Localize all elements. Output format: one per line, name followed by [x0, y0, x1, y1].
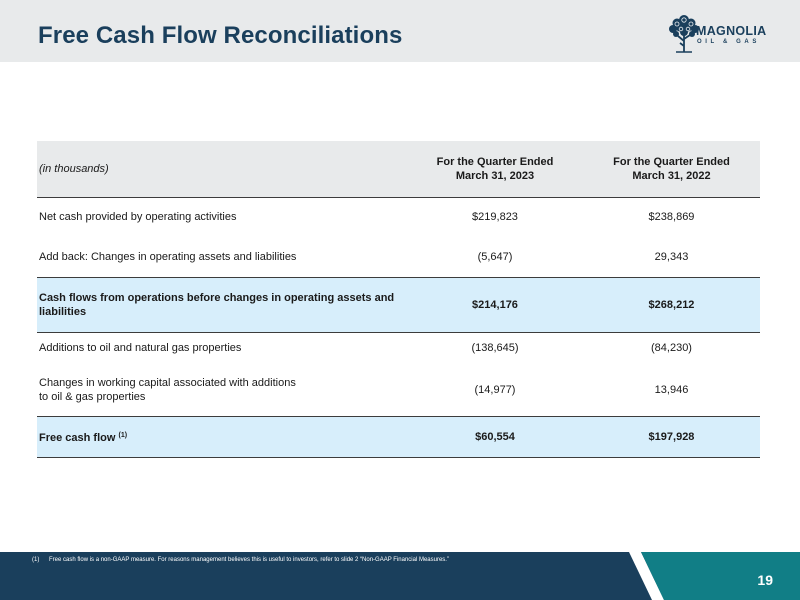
footnote-text: Free cash flow is a non-GAAP measure. Fo…	[49, 557, 449, 563]
column-header-q1-2023: For the Quarter Ended March 31, 2023	[407, 141, 583, 198]
logo-wordmark: MAGNOLIA	[696, 24, 767, 38]
page-title: Free Cash Flow Reconciliations	[38, 22, 403, 49]
footnote-ref: (1)	[118, 431, 128, 439]
footer-accent	[655, 552, 800, 600]
row-value-q1-2022: $268,212	[583, 277, 760, 333]
row-value-q1-2023: (138,645)	[471, 342, 519, 355]
table-row: Add back: Changes in operating assets an…	[37, 237, 760, 278]
footnote: (1) Free cash flow is a non-GAAP measure…	[32, 557, 449, 563]
row-label: Add back: Changes in operating assets an…	[37, 237, 407, 278]
column-header-line2: March 31, 2022	[632, 169, 711, 182]
row-label: Changes in working capital associated wi…	[37, 364, 407, 417]
row-label: Additions to oil and natural gas propert…	[39, 342, 242, 355]
units-label: (in thousands)	[37, 141, 407, 198]
row-label-line1: Cash flows from operations before change…	[39, 291, 395, 304]
logo-subtext: OIL & GAS	[697, 39, 760, 45]
column-header-line1: For the Quarter Ended	[436, 155, 554, 168]
footer-bar: (1) Free cash flow is a non-GAAP measure…	[0, 552, 800, 600]
row-label-line1: Changes in working capital associated wi…	[39, 376, 296, 389]
header-bar: Free Cash Flow Reconciliations	[0, 0, 800, 62]
row-value-q1-2023: $60,554	[407, 416, 583, 458]
footer-divider	[629, 552, 669, 600]
column-header-line2: March 31, 2023	[455, 169, 535, 182]
row-value-q1-2023: (5,647)	[407, 237, 583, 278]
row-value-q1-2023: $214,176	[407, 277, 583, 333]
total-row: Free cash flow (1) $60,554 $197,928	[37, 416, 760, 458]
column-header-line1: For the Quarter Ended	[613, 155, 730, 168]
company-logo: MAGNOLIA OIL & GAS	[668, 12, 778, 54]
row-label: Free cash flow (1)	[37, 416, 407, 458]
row-value-q1-2022: 29,343	[583, 237, 760, 278]
row-value-q1-2022: $238,869	[648, 211, 695, 224]
table-row: Changes in working capital associated wi…	[37, 364, 760, 417]
row-value-q1-2022: $197,928	[583, 416, 760, 458]
row-value-q1-2022: (84,230)	[651, 342, 692, 355]
row-value-q1-2023: (14,977)	[407, 364, 583, 417]
row-value-q1-2023: $219,823	[472, 211, 518, 224]
row-label-line2: liabilities	[39, 305, 87, 318]
table-row: Net cash provided by operating activitie…	[37, 197, 760, 237]
free-cash-flow-table: (in thousands) For the Quarter Ended Mar…	[37, 141, 760, 458]
page-number: 19	[757, 572, 773, 588]
footnote-marker: (1)	[32, 557, 40, 563]
row-value-q1-2022: 13,946	[583, 364, 760, 417]
row-label: Cash flows from operations before change…	[37, 277, 407, 333]
row-label: Net cash provided by operating activitie…	[39, 211, 237, 224]
row-label-line2: to oil & gas properties	[39, 390, 146, 403]
table-header-row: (in thousands) For the Quarter Ended Mar…	[37, 141, 760, 198]
row-label-text: Free cash flow	[39, 431, 116, 444]
magnolia-tree-icon	[669, 15, 699, 53]
table-row: Additions to oil and natural gas propert…	[37, 332, 760, 364]
subtotal-row: Cash flows from operations before change…	[37, 277, 760, 333]
column-header-q1-2022: For the Quarter Ended March 31, 2022	[583, 141, 760, 198]
